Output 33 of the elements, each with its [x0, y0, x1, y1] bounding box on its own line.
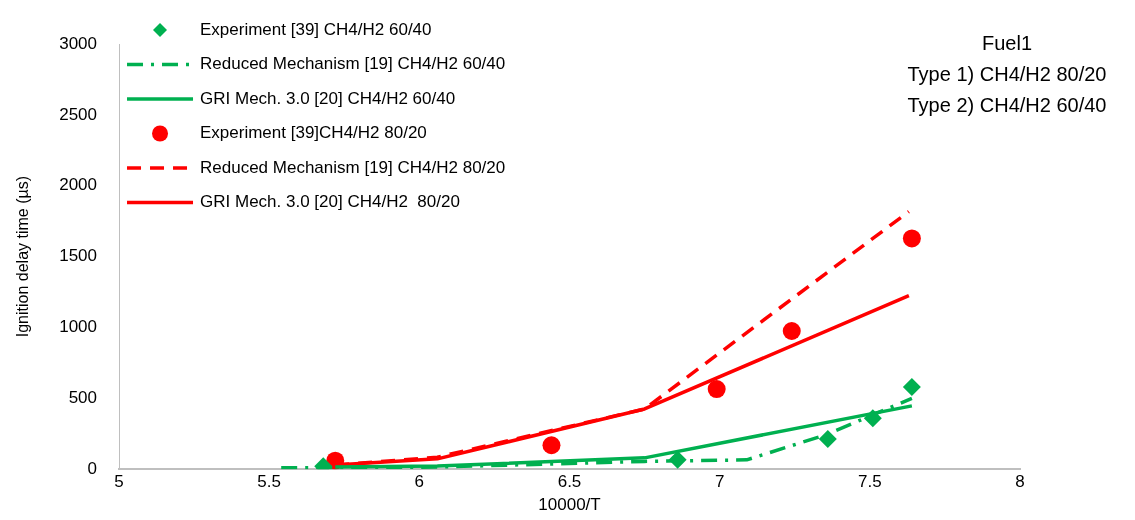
point — [668, 450, 687, 469]
legend-label: Experiment [39]CH4/H2 80/20 — [200, 123, 427, 143]
y-tick-label: 1500 — [59, 246, 98, 266]
legend-label: Reduced Mechanism [19] CH4/H2 60/40 — [200, 54, 506, 74]
x-tick-label: 5.5 — [257, 472, 281, 492]
y-tick-label: 2000 — [59, 175, 98, 195]
point — [818, 430, 837, 449]
y-tick-label: 500 — [68, 388, 98, 408]
legend-label: GRI Mech. 3.0 [20] CH4/H2 80/20 — [200, 192, 460, 212]
x-tick-label: 6.5 — [557, 472, 582, 492]
x-tick-label: 5 — [114, 472, 124, 492]
annotation: Fuel1 — [981, 31, 1033, 54]
x-tick-label: 7 — [714, 472, 725, 492]
point — [707, 380, 726, 399]
point — [863, 409, 882, 428]
y-tick-label: 1000 — [59, 317, 98, 337]
x-tick-label: 7.5 — [858, 472, 882, 492]
point — [902, 378, 921, 396]
y-tick-label: 0 — [87, 458, 98, 478]
annotation: Type 2) CH4/H2 60/40 — [907, 93, 1107, 116]
x-tick-label: 6 — [414, 472, 425, 492]
annotation: Type 1) CH4/H2 80/20 — [907, 62, 1107, 85]
legend-label: GRI Mech. 3.0 [20] CH4/H2 60/40 — [200, 88, 456, 108]
x-axis-title: 10000/T — [538, 495, 601, 515]
point — [782, 322, 801, 341]
point — [902, 229, 921, 248]
legend-label: Reduced Mechanism [19] CH4/H2 80/20 — [200, 157, 506, 177]
x-tick-label: 8 — [1015, 472, 1025, 492]
point — [542, 436, 561, 455]
y-tick-label: 3000 — [59, 33, 98, 53]
y-tick-label: 2500 — [59, 104, 98, 124]
y-axis-title: Ignition delay time (µs) — [14, 175, 32, 338]
legend-label: Experiment [39] CH4/H2 60/40 — [200, 19, 432, 39]
